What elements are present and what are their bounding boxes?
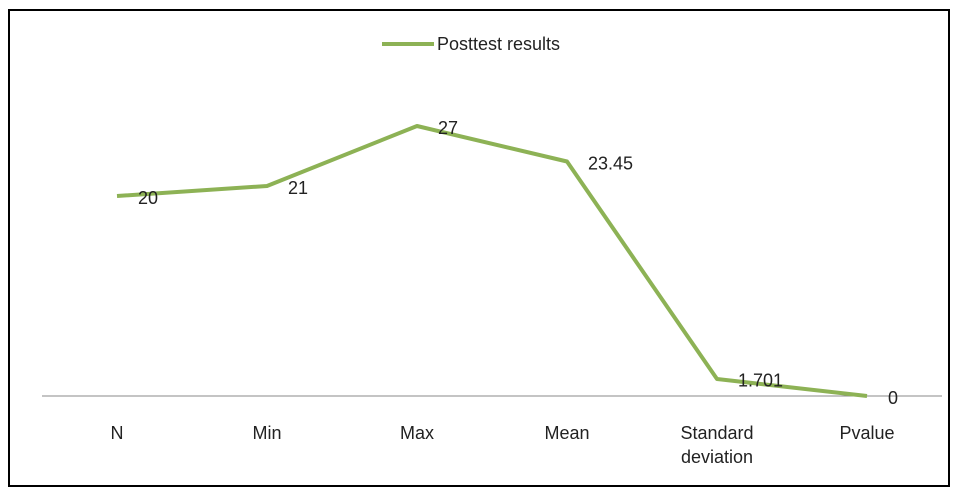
data-label: 0 xyxy=(888,388,898,408)
chart-frame xyxy=(8,9,950,487)
data-label: 27 xyxy=(438,118,458,138)
x-tick-label: Mean xyxy=(544,423,590,443)
data-label: 1.701 xyxy=(738,371,783,391)
x-tick-label: Max xyxy=(399,423,434,443)
data-label: 23.45 xyxy=(588,153,633,173)
x-tick-label: Min xyxy=(252,423,282,443)
legend-label: Posttest results xyxy=(437,34,560,54)
data-label: 21 xyxy=(288,178,308,198)
x-tick-label: N xyxy=(110,423,124,443)
data-label: 20 xyxy=(138,188,158,208)
x-tick-label: Pvalue xyxy=(839,423,895,443)
x-tick-label: Standard deviation xyxy=(680,423,754,467)
data-line xyxy=(116,124,868,398)
